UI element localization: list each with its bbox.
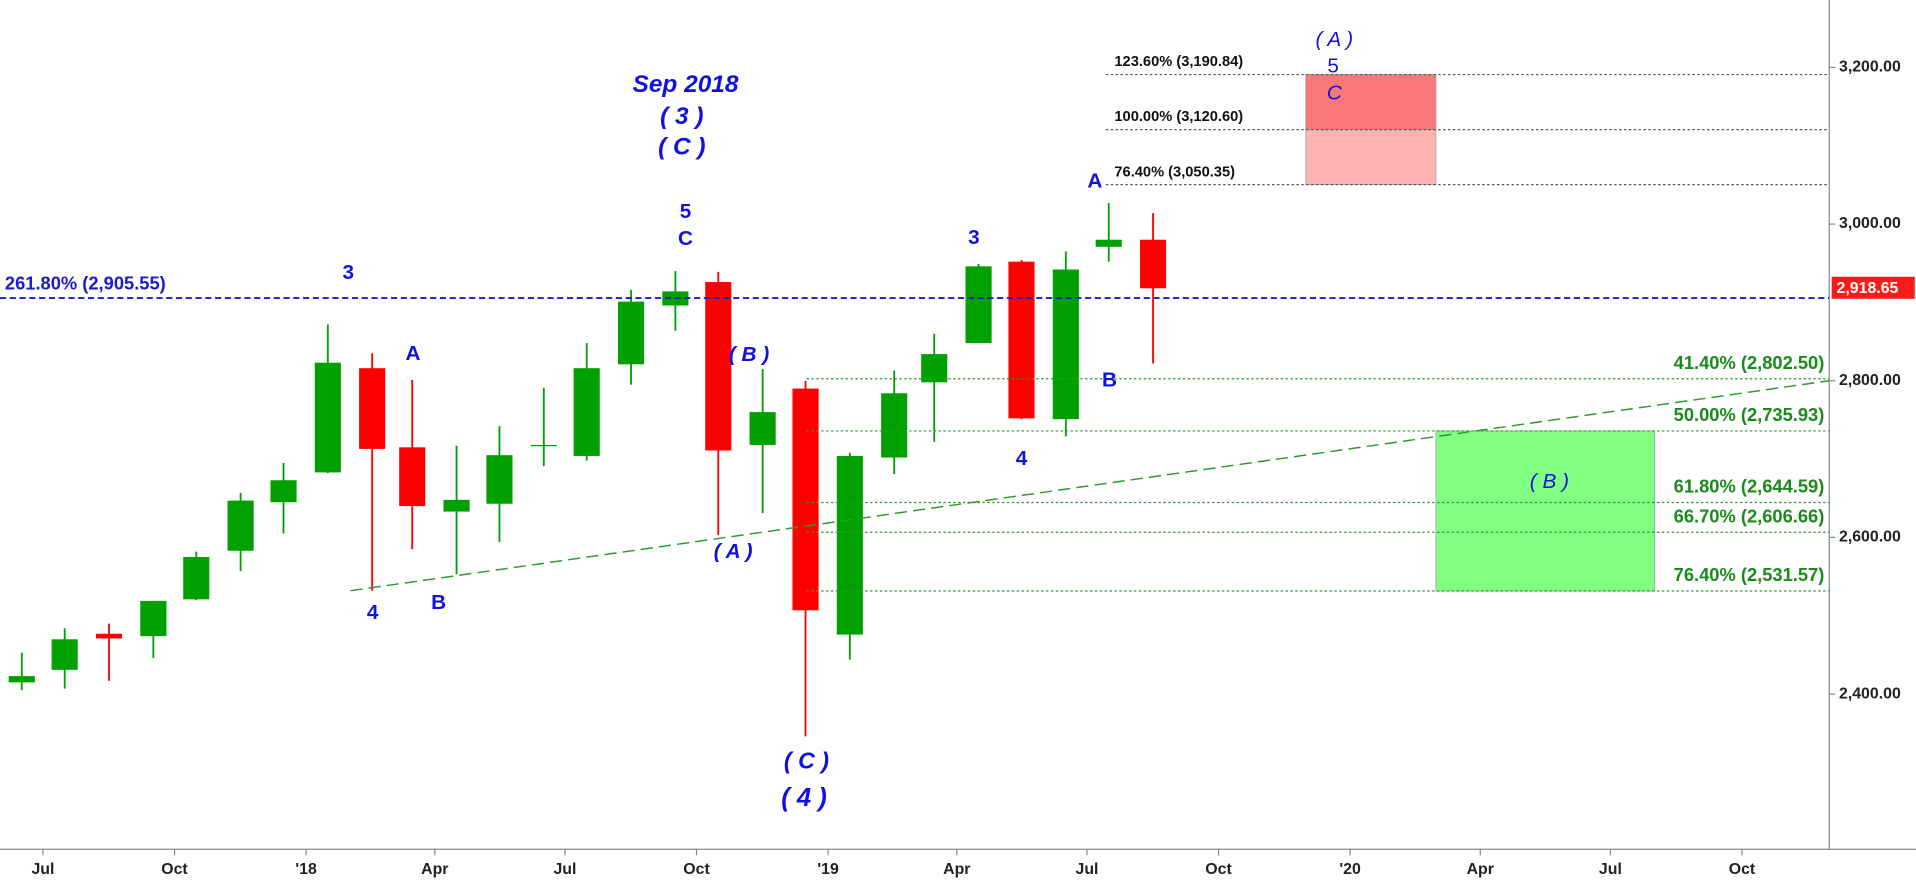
wave-label: 4: [367, 601, 379, 624]
wave-label: ( C ): [784, 748, 829, 774]
annotations: 3 A 4 B Sep 2018 ( 3 ) ( C ) 5 C ( B ) (…: [342, 28, 1569, 812]
wave-label: ( A ): [1316, 28, 1354, 51]
wave-label: ( A ): [714, 540, 753, 563]
candle-body: [1052, 269, 1079, 420]
wave-label: ( 4 ): [781, 784, 827, 812]
wave-label: ( B ): [729, 343, 769, 366]
target-zone: [1305, 129, 1437, 185]
candle-body: [749, 412, 776, 445]
wave-label: ( B ): [1530, 470, 1569, 493]
candle-body: [95, 633, 123, 639]
candle-body: [359, 368, 386, 449]
wave-label: 5: [1327, 55, 1339, 78]
x-tick-label: Jul: [1599, 861, 1622, 878]
x-tick-label: Oct: [1205, 861, 1232, 878]
last-price-tag: [1831, 276, 1915, 299]
candle-body: [486, 455, 513, 504]
y-tick-label: 2,400.00: [1839, 685, 1901, 702]
x-tick-label: '18: [295, 861, 317, 878]
y-tick-label: 3,000.00: [1839, 215, 1901, 232]
fib-label: 61.80% (2,644.59): [1674, 476, 1825, 497]
x-tick-label: '20: [1339, 861, 1361, 878]
candle-body: [965, 266, 992, 344]
wave-label: ( C ): [658, 133, 705, 160]
candle-body: [1008, 261, 1035, 419]
x-tick-label: Oct: [1729, 861, 1756, 878]
candle-body: [51, 639, 78, 670]
wave-label: 5: [680, 200, 692, 223]
fib-label: 66.70% (2,606.66): [1674, 505, 1825, 526]
y-tick-label: 2,800.00: [1839, 372, 1901, 389]
fib-label: 123.60% (3,190.84): [1114, 54, 1243, 70]
wave-label: C: [678, 227, 693, 250]
wave-label: B: [431, 591, 446, 614]
wave-label: C: [1327, 82, 1343, 105]
wave-label: 3: [342, 261, 354, 284]
x-tick-label: '19: [817, 861, 839, 878]
x-tick-label: Apr: [943, 861, 970, 878]
candle-body: [1095, 239, 1122, 247]
y-tick-label: 2,600.00: [1839, 529, 1901, 546]
candle-body: [573, 368, 600, 456]
wave-label: 4: [1016, 447, 1028, 470]
candle-body: [530, 444, 557, 447]
candle-body: [140, 600, 167, 637]
candle-body: [792, 388, 819, 611]
candle-body: [881, 393, 908, 458]
candle-body: [314, 362, 341, 473]
wave-label: A: [1087, 170, 1102, 193]
x-tick-label: Oct: [683, 861, 710, 878]
x-tick-label: Jul: [553, 861, 576, 878]
wave-label: ( 3 ): [660, 103, 703, 130]
wave-label: B: [1102, 369, 1117, 392]
candle-body: [399, 447, 426, 507]
target-zone: [1305, 74, 1437, 130]
fib-label: 41.40% (2,802.50): [1674, 352, 1825, 373]
fib-label: 76.40% (3,050.35): [1114, 164, 1235, 180]
trendline: [350, 380, 1830, 592]
candle-body: [836, 455, 863, 635]
x-tick-label: Jul: [1075, 861, 1098, 878]
wave-label: A: [406, 342, 421, 365]
fib-label: 50.00% (2,735.93): [1674, 404, 1825, 425]
fib-label: 76.40% (2,531.57): [1674, 564, 1825, 585]
last-price-label: 2,918.65: [1837, 280, 1899, 297]
candle-body: [1140, 239, 1167, 289]
x-tick-label: Oct: [161, 861, 188, 878]
candle-body: [921, 354, 948, 383]
candle-body: [183, 557, 210, 600]
candle-body: [227, 500, 254, 551]
candle-body: [617, 301, 645, 365]
candle-body: [443, 499, 470, 512]
fib-label: 100.00% (3,120.60): [1114, 109, 1243, 125]
x-tick-label: Jul: [31, 861, 54, 878]
target-zone: [1435, 430, 1656, 592]
wave-label: Sep 2018: [633, 71, 739, 98]
x-tick-label: Apr: [1467, 861, 1494, 878]
level-label: 261.80% (2,905.55): [5, 272, 166, 293]
candle-body: [705, 282, 732, 451]
wave-label: 3: [968, 226, 980, 249]
marks: [8, 202, 1167, 737]
x-tick-label: Apr: [421, 861, 448, 878]
candle-body: [270, 480, 297, 503]
y-tick-label: 3,200.00: [1839, 59, 1901, 76]
candle-body: [8, 676, 35, 683]
zones: [1305, 74, 1656, 592]
